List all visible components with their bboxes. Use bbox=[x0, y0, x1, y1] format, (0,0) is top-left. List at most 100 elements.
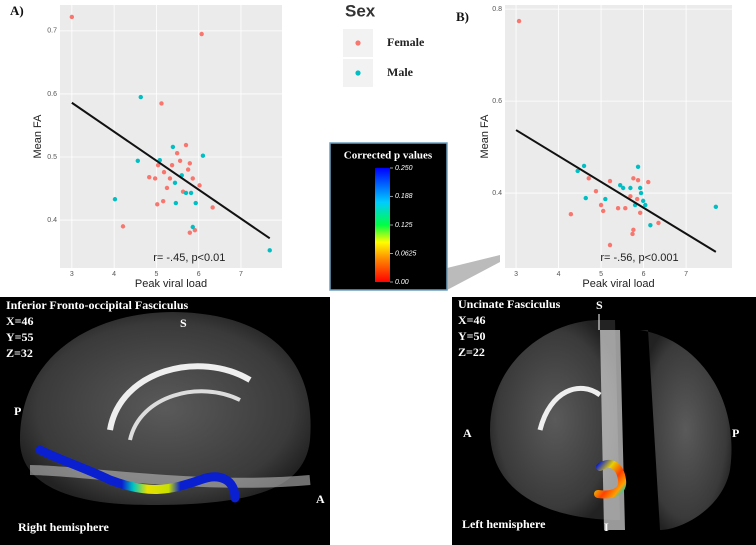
data-point bbox=[210, 205, 215, 210]
data-point bbox=[199, 31, 204, 37]
colorbar-tick-label: 0.250 bbox=[395, 165, 413, 172]
x-tick-label: 5 bbox=[154, 271, 158, 278]
data-point bbox=[152, 176, 158, 181]
brain-shape bbox=[490, 320, 620, 520]
x-tick-label: 6 bbox=[642, 271, 646, 278]
x-tick-label: 3 bbox=[70, 271, 74, 278]
scatter-chart: 3 4 5 6 7 0.4 0.5 0.6 0.7 r= -.45, p<0.01 Peak vir… bbox=[10, 1, 425, 289]
colorbar-tick-label: 0.125 bbox=[395, 222, 413, 229]
data-point bbox=[628, 185, 633, 191]
orientation-label: I bbox=[604, 520, 609, 534]
x-axis-label: Peak viral load bbox=[135, 278, 207, 290]
coordinate: X=46 bbox=[6, 314, 34, 328]
data-point bbox=[631, 227, 636, 233]
colorbar-tick-label: 0.00 bbox=[395, 279, 409, 286]
data-point bbox=[586, 176, 591, 181]
data-point bbox=[170, 144, 176, 150]
data-point bbox=[183, 142, 189, 148]
y-tick-label: 0.4 bbox=[492, 190, 502, 197]
colorbar-title: Corrected p values bbox=[344, 150, 433, 162]
data-point bbox=[637, 185, 643, 191]
brain-fiber bbox=[107, 363, 252, 431]
data-point bbox=[155, 202, 160, 207]
x-tick-label: 4 bbox=[112, 271, 116, 278]
x-tick-label: 4 bbox=[557, 271, 561, 278]
legend-marker bbox=[355, 40, 361, 46]
data-point bbox=[167, 176, 173, 181]
legend-marker bbox=[355, 70, 361, 76]
data-point bbox=[200, 153, 206, 158]
data-point bbox=[120, 224, 126, 229]
brain-panel-right: Uncinate Fasciculus X=46 Y=50 Z=22 S A P… bbox=[452, 297, 756, 545]
tract-name: Uncinate Fasciculus bbox=[458, 297, 561, 311]
brain-fiber bbox=[537, 385, 602, 431]
data-point bbox=[516, 18, 522, 24]
coordinate: Z=22 bbox=[458, 345, 485, 359]
data-point bbox=[164, 185, 170, 191]
data-point bbox=[197, 183, 202, 188]
legend-title: Sex bbox=[345, 1, 376, 20]
data-point bbox=[623, 206, 628, 211]
data-point bbox=[635, 196, 640, 202]
data-point bbox=[607, 242, 613, 248]
brain-fiber bbox=[29, 465, 311, 488]
data-point bbox=[173, 200, 179, 206]
orientation-label: S bbox=[180, 316, 187, 330]
tract bbox=[35, 445, 240, 503]
y-tick-label: 0.4 bbox=[47, 217, 57, 224]
y-tick-label: 0.5 bbox=[47, 154, 57, 161]
plot-background bbox=[60, 5, 282, 268]
x-tick-label: 7 bbox=[684, 271, 688, 278]
data-point bbox=[640, 198, 646, 204]
data-point bbox=[160, 198, 166, 204]
data-point bbox=[643, 202, 648, 208]
data-point bbox=[172, 180, 178, 186]
legend-label: Male bbox=[387, 65, 414, 79]
brain-panel-left: Inferior Fronto-occipital Fasciculus X=4… bbox=[0, 297, 330, 545]
data-point bbox=[190, 224, 195, 230]
scatter-chart: 3 4 5 6 7 0.4 0.6 0.8 r= -.56, p<0.001 Peak viral… bbox=[456, 5, 732, 290]
data-point bbox=[656, 220, 661, 226]
annotation: r= -.45, p<0.01 bbox=[153, 252, 225, 264]
data-point bbox=[174, 151, 180, 156]
data-point bbox=[603, 196, 608, 202]
data-point bbox=[138, 94, 143, 100]
data-point bbox=[615, 206, 621, 211]
annotation: r= -.56, p<0.001 bbox=[600, 252, 678, 264]
panel-label: B) bbox=[456, 9, 469, 24]
data-point bbox=[593, 189, 599, 194]
orientation-label: A bbox=[463, 426, 472, 440]
brain-shape bbox=[20, 311, 311, 505]
colorbar-gradient bbox=[375, 168, 390, 282]
data-point bbox=[646, 179, 651, 185]
x-tick-label: 5 bbox=[599, 271, 603, 278]
data-point bbox=[620, 185, 626, 191]
data-point bbox=[637, 210, 643, 216]
brain-fiber bbox=[128, 389, 241, 441]
hemisphere-label: Right hemisphere bbox=[18, 520, 109, 534]
data-point bbox=[69, 14, 75, 20]
y-axis-label: Mean FA bbox=[32, 114, 44, 159]
y-axis-label: Mean FA bbox=[479, 114, 491, 159]
data-point bbox=[583, 195, 588, 201]
panel-label: A) bbox=[10, 3, 24, 18]
data-point bbox=[159, 101, 164, 106]
data-point bbox=[169, 162, 175, 168]
data-point bbox=[187, 161, 193, 166]
colorbar: Corrected p values 0.250 0.188 0.125 0.0625… bbox=[329, 142, 500, 291]
data-point bbox=[190, 176, 195, 181]
coordinate: Y=50 bbox=[458, 329, 486, 343]
data-point bbox=[161, 169, 167, 175]
orientation-label: P bbox=[14, 404, 21, 418]
data-point bbox=[185, 167, 191, 172]
data-point bbox=[635, 164, 641, 170]
data-point bbox=[600, 208, 606, 214]
hemisphere-label: Left hemisphere bbox=[462, 517, 546, 531]
data-point bbox=[193, 200, 198, 206]
regression-line bbox=[515, 129, 717, 253]
y-tick-label: 0.6 bbox=[47, 91, 57, 98]
coordinate: Z=32 bbox=[6, 346, 33, 360]
data-point bbox=[147, 174, 152, 180]
